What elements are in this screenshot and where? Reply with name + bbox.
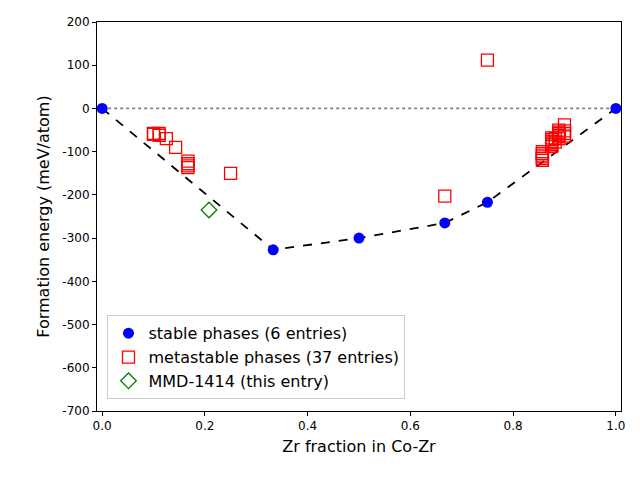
svg-text:-500: -500	[62, 318, 89, 332]
svg-text:0.4: 0.4	[298, 419, 317, 433]
svg-text:-200: -200	[62, 188, 89, 202]
svg-text:1.0: 1.0	[606, 419, 625, 433]
svg-text:0.6: 0.6	[401, 419, 420, 433]
svg-text:-600: -600	[62, 361, 89, 375]
svg-text:-700: -700	[62, 404, 89, 418]
svg-text:stable phases (6 entries): stable phases (6 entries)	[148, 324, 347, 343]
svg-text:metastable phases (37 entries): metastable phases (37 entries)	[148, 348, 399, 367]
svg-text:200: 200	[67, 15, 90, 29]
svg-text:0.8: 0.8	[504, 419, 523, 433]
svg-text:Zr fraction in Co-Zr: Zr fraction in Co-Zr	[282, 437, 436, 456]
svg-text:-300: -300	[62, 231, 89, 245]
svg-text:-100: -100	[62, 145, 89, 159]
svg-text:Formation energy (meV/atom): Formation energy (meV/atom)	[34, 95, 53, 337]
svg-text:0.2: 0.2	[195, 419, 214, 433]
svg-text:0.0: 0.0	[93, 419, 112, 433]
svg-text:100: 100	[67, 58, 90, 72]
svg-text:MMD-1414 (this entry): MMD-1414 (this entry)	[148, 372, 329, 391]
svg-text:0: 0	[82, 102, 90, 116]
svg-text:-400: -400	[62, 275, 89, 289]
